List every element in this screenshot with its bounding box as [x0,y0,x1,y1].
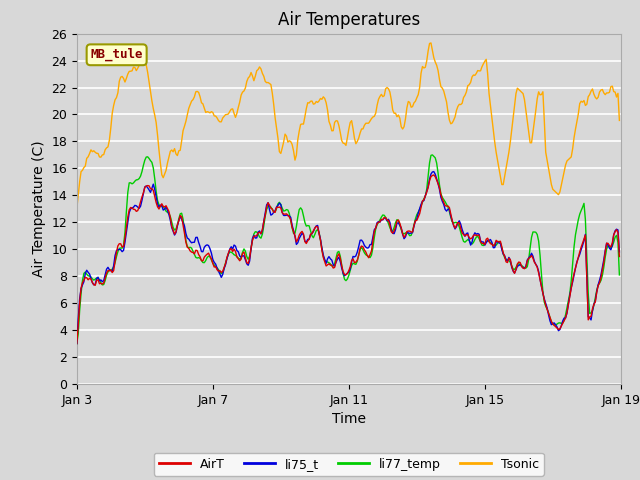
li75_t [108,269,116,275]
AirT [108,270,116,276]
Legend: AirT, li75_t, li77_temp, Tsonic: AirT, li75_t, li77_temp, Tsonic [154,453,544,476]
li75_t [616,249,623,255]
li77_temp [352,262,360,267]
Tsonic [92,149,99,155]
Text: MB_tule: MB_tule [90,48,143,61]
li77_temp [616,272,623,278]
Line: li77_temp: li77_temp [77,155,620,344]
AirT [616,253,623,259]
li77_temp [73,341,81,347]
AirT [352,259,360,265]
Tsonic [612,94,620,100]
AirT [92,282,99,288]
AirT [612,227,620,233]
li77_temp [612,232,620,238]
AirT [461,233,469,239]
Tsonic [542,149,550,155]
Line: AirT: AirT [77,175,620,344]
Line: Tsonic: Tsonic [77,43,620,209]
li75_t [542,300,550,306]
li75_t [461,233,469,239]
Y-axis label: Air Temperature (C): Air Temperature (C) [31,141,45,277]
Tsonic [461,93,469,98]
li75_t [352,253,360,259]
AirT [542,302,550,308]
Tsonic [616,118,623,123]
li77_temp [542,303,550,309]
li77_temp [92,276,99,282]
Tsonic [73,206,81,212]
li75_t [612,227,620,232]
Tsonic [108,110,116,116]
li77_temp [108,266,116,272]
AirT [430,172,438,178]
Tsonic [427,40,435,46]
li75_t [73,341,81,347]
li75_t [92,281,99,287]
Tsonic [352,141,360,146]
AirT [73,341,81,347]
li77_temp [429,152,436,158]
Title: Air Temperatures: Air Temperatures [278,11,420,29]
li75_t [430,168,438,174]
li77_temp [461,240,469,245]
X-axis label: Time: Time [332,412,366,426]
Line: li75_t: li75_t [77,171,620,344]
